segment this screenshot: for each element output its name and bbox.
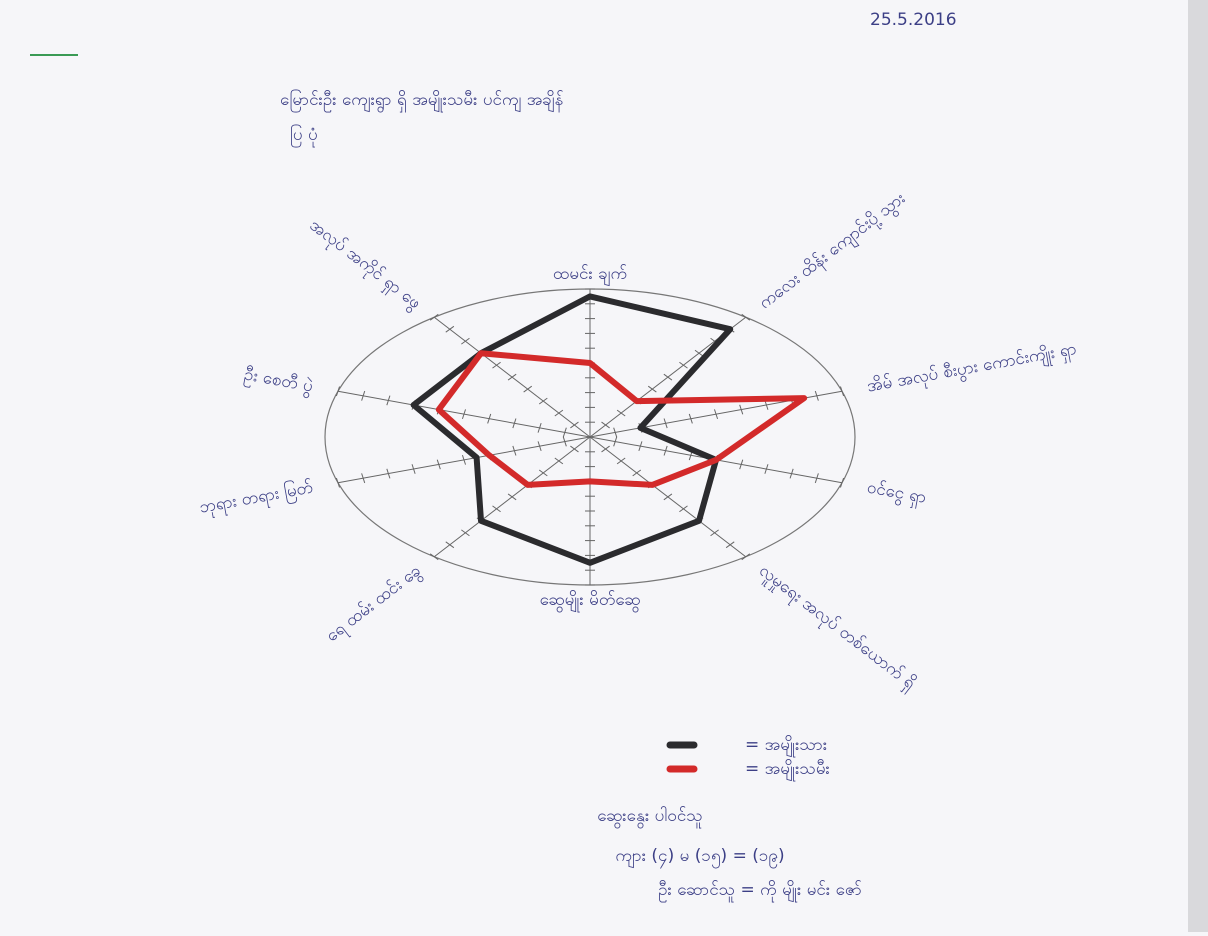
tick-mark [601,445,610,453]
axis-label: ကလေး ထိန်း ကျောင်းပို့ သွား [755,189,911,316]
axis-label: အိမ် အလုပ် စီးပွား ကောင်းကျိုး ရှာ [865,339,1078,400]
tick-mark [613,427,618,438]
tick-mark [562,436,567,447]
axis-label: ဘုရား တရား မြတ် [197,476,315,521]
tick-mark [570,421,579,429]
paper-edge [1188,0,1208,932]
axis-label: ဆွေမျိုး မိတ်ဆွေ [540,590,641,613]
tick-mark [638,441,643,452]
tick-mark [764,464,769,474]
tick-mark [840,477,845,488]
tick-mark [694,349,704,357]
note: ဆွေးနွေး ပါဝင်သူ [597,805,702,829]
chart-subtitle: ပြ ပုံ [290,123,318,148]
tick-mark [713,409,719,420]
tick-mark [386,395,391,406]
tick-mark [814,390,819,401]
tick-mark [688,413,693,424]
tick-mark [461,454,467,465]
tick-mark [445,325,455,333]
tick-mark [570,445,579,453]
legend-label: = အမျိုးသား [745,735,827,758]
tick-mark [507,493,517,501]
tick-mark [562,427,567,438]
chart-title: မြောင်းဦး ကျေးရွာ ရှိ အမျိုးသမီး ပင်ကျ အ… [280,88,563,113]
series-line [410,293,734,566]
tick-mark [739,404,744,415]
tick-mark [512,418,517,429]
series-line [435,350,808,488]
tick-mark [461,409,467,420]
tick-mark [741,553,751,561]
tick-mark [663,373,673,381]
note: ဦး ဆောင်သူ = ကို မျိုး မင်း ဇော် [658,880,862,903]
axis-label: အလုပ် အကိုင် ရှာ ဖွေ [304,215,425,315]
axis-label: ရေ ထမ်း ထင်း ခွေ [322,561,426,649]
tick-mark [679,505,688,513]
axis-label: ဦး စေတီ ပွဲ [242,364,315,399]
tick-mark [613,436,618,447]
note: ကျား (၄) မ (၁၅) = (၁၉) [615,846,784,869]
tick-mark [411,464,416,474]
legend-label: = အမျိုးသမီး [745,759,830,782]
tick-mark [739,459,744,470]
tick-mark [663,493,673,501]
tick-mark [616,409,626,417]
tick-mark [601,421,610,429]
tick-mark [461,529,470,537]
tick-mark [335,477,340,488]
tick-mark [492,505,501,513]
tick-mark [741,313,751,321]
tick-mark [386,468,391,479]
tick-mark [647,385,657,393]
date: 25.5.2016 [870,10,957,30]
tick-mark [663,445,668,456]
tick-mark [538,397,548,405]
tick-mark [725,541,735,549]
tick-mark [429,313,439,321]
tick-mark [361,390,366,401]
tick-mark [554,457,564,465]
tick-mark [512,445,517,456]
tick-mark [663,418,668,429]
tick-mark [789,468,794,479]
tick-mark [632,469,642,477]
tick-mark [523,385,533,393]
tick-mark [764,400,769,410]
axis-label: လူမှုရေး အလုပ် တစ်ယောက် ရှိ [753,561,919,696]
axis-label: ဝင်ငွေ ရှာ [865,477,928,510]
tick-mark [710,529,719,537]
tick-mark [814,473,819,484]
tick-mark [538,469,548,477]
tick-mark [361,473,366,484]
axis-label: ထမင်း ချက် [553,264,627,287]
tick-mark [429,553,439,561]
tick-mark [507,373,517,381]
tick-mark [487,413,492,424]
tick-mark [335,386,340,397]
tick-mark [445,541,455,549]
tick-mark [537,422,542,433]
tick-mark [436,459,441,470]
tick-mark [537,441,542,452]
tick-mark [554,409,564,417]
tick-mark [616,457,626,465]
tick-mark [461,337,470,345]
tick-mark [840,386,845,397]
tick-mark [679,361,688,369]
tick-mark [492,361,501,369]
